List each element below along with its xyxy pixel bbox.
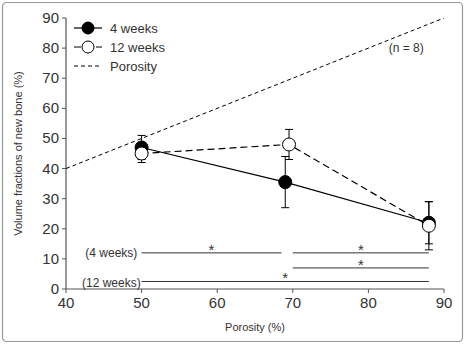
y-tick	[62, 78, 66, 79]
annotation: (4 weeks)	[85, 246, 137, 260]
legend-entry: Porosity	[74, 59, 157, 74]
x-tick-label: 90	[436, 294, 453, 311]
frame	[3, 3, 463, 342]
plot-area	[66, 18, 444, 250]
y-tick-label: 60	[42, 99, 59, 116]
y-tick	[62, 108, 66, 109]
annotation: (n = 8)	[389, 41, 424, 55]
x-tick-label: 60	[209, 294, 226, 311]
y-tick-label: 90	[42, 9, 59, 26]
y-tick	[62, 168, 66, 169]
legend-label: 4 weeks	[110, 21, 158, 36]
data-point	[279, 176, 292, 189]
series-line	[142, 144, 429, 225]
y-tick	[62, 18, 66, 19]
data-point	[135, 147, 148, 160]
annotation: (12 weeks)	[82, 276, 141, 290]
x-tick-label: 70	[284, 294, 301, 311]
y-tick-label: 70	[42, 69, 59, 86]
legend-entry: 12 weeks	[74, 40, 165, 55]
legend-label: Porosity	[110, 59, 157, 74]
y-tick	[62, 289, 66, 290]
data-point	[283, 138, 296, 151]
y-axis	[65, 18, 66, 289]
data-point	[422, 219, 435, 232]
significance-label: *	[358, 256, 364, 273]
y-tick-label: 80	[42, 39, 59, 56]
x-tick	[141, 289, 142, 293]
series-line	[142, 147, 429, 222]
y-tick	[62, 48, 66, 49]
x-tick-label: 50	[133, 294, 150, 311]
y-tick-label: 40	[42, 160, 59, 177]
significance-label: *	[209, 241, 215, 258]
y-tick	[62, 198, 66, 199]
x-tick	[444, 289, 445, 293]
legend-label: 12 weeks	[110, 40, 165, 55]
y-tick	[62, 258, 66, 259]
x-tick	[66, 289, 67, 293]
legend-line	[74, 65, 102, 66]
legend-marker	[82, 22, 94, 34]
y-tick-label: 10	[42, 250, 59, 267]
y-tick-label: 20	[42, 220, 59, 237]
y-tick-label: 50	[42, 129, 59, 146]
legend-marker	[82, 41, 94, 53]
y-tick	[62, 138, 66, 139]
x-tick	[217, 289, 218, 293]
y-tick-label: 0	[51, 280, 59, 297]
y-tick-label: 30	[42, 190, 59, 207]
significance-label: *	[282, 269, 288, 286]
legend-entry: 4 weeks	[74, 21, 158, 36]
chart: 40 50 60 70 80 90 0 10 20 30 40 50 60 70 80 90 Porosity …	[0, 0, 465, 344]
x-tick	[368, 289, 369, 293]
x-tick-label: 40	[58, 294, 75, 311]
x-axis-label: Porosity (%)	[225, 321, 285, 333]
y-axis-label: Volume fractions of new bone (%)	[12, 71, 24, 235]
x-tick-label: 80	[360, 294, 377, 311]
x-tick	[292, 289, 293, 293]
y-tick	[62, 228, 66, 229]
